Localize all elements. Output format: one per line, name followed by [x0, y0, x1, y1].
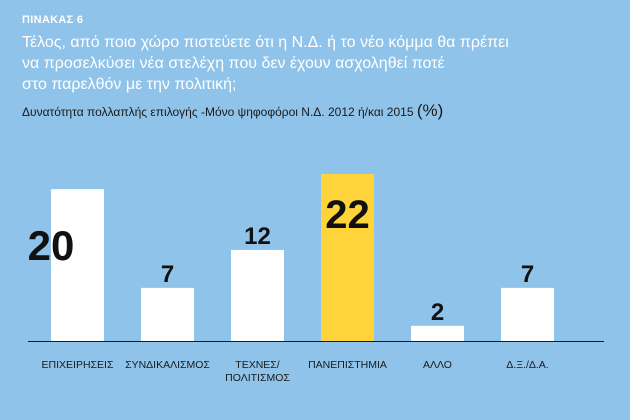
chart-subtitle: Δυνατότητα πολλαπλής επιλογής -Μόνο ψηφο… — [22, 101, 612, 121]
category-label-6: Δ.Ξ./Δ.Α. — [506, 359, 548, 371]
value-label-2: 7 — [161, 261, 174, 288]
bar-2 — [141, 287, 194, 341]
title-line-1: Τέλος, από ποιο χώρο πιστεύετε ότι η Ν.Δ… — [22, 34, 509, 51]
value-label-1: 20 — [28, 222, 75, 269]
category-label-3-line-1: ΤΕΧΝΕΣ/ — [235, 359, 279, 371]
value-label-5: 2 — [431, 299, 444, 326]
bar-6 — [501, 287, 554, 341]
value-label-3: 12 — [244, 223, 271, 250]
subtitle-text: Δυνατότητα πολλαπλής επιλογής -Μόνο ψηφο… — [22, 105, 414, 119]
bar-5 — [411, 325, 464, 341]
category-label-5: ΑΛΛΟ — [423, 359, 452, 371]
table-label: ΠΙΝΑΚΑΣ 6 — [22, 14, 84, 26]
title-line-3: στο παρελθόν με την πολιτική; — [22, 76, 237, 93]
value-label-4: 22 — [325, 193, 370, 237]
subtitle-unit: (%) — [416, 101, 444, 120]
category-label-2: ΣΥΝΔΙΚΑΛΙΣΜΟΣ — [125, 359, 210, 371]
category-label-4: ΠΑΝΕΠΙΣΤΗΜΙΑ — [308, 359, 387, 371]
category-label-3-line-2: ΠΟΛΙΤΙΣΜΟΣ — [225, 372, 290, 384]
value-label-6: 7 — [521, 261, 534, 288]
bar-4 — [321, 174, 374, 341]
title-line-2: να προσελκύσει νέα στελέχη που δεν έχουν… — [22, 55, 445, 72]
chart-header: ΠΙΝΑΚΑΣ 6 Τέλος, από ποιο χώρο πιστεύετε… — [22, 14, 612, 121]
bar-1 — [51, 189, 104, 341]
category-label-1: ΕΠΙΧΕΙΡΗΣΕΙΣ — [42, 359, 114, 371]
bar-3 — [231, 249, 284, 341]
chart-title: Τέλος, από ποιο χώρο πιστεύετε ότι η Ν.Δ… — [22, 32, 612, 95]
